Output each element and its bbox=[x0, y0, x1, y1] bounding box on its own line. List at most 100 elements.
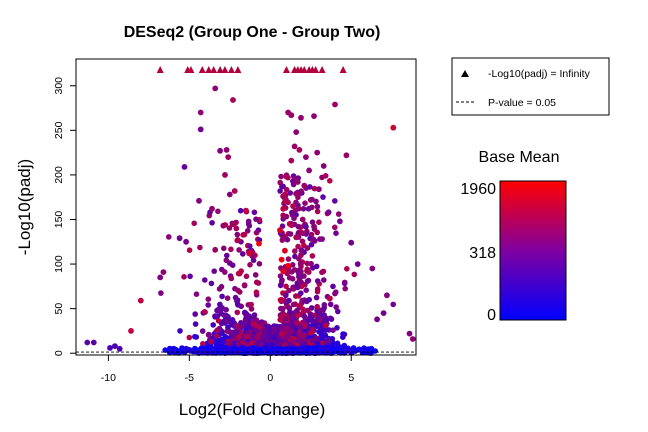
data-point bbox=[296, 147, 303, 153]
infinity-point bbox=[300, 66, 308, 73]
data-point bbox=[286, 221, 293, 227]
data-point bbox=[295, 337, 302, 344]
data-point bbox=[225, 154, 232, 161]
data-point bbox=[333, 230, 339, 236]
data-point bbox=[307, 197, 314, 203]
data-point bbox=[228, 246, 234, 253]
data-point bbox=[309, 337, 315, 344]
infinity-point bbox=[187, 66, 195, 73]
data-point bbox=[245, 302, 252, 308]
data-point bbox=[311, 185, 318, 192]
data-point bbox=[197, 244, 203, 251]
data-point bbox=[312, 238, 318, 244]
infinity-point bbox=[205, 66, 213, 73]
plot-frame bbox=[75, 58, 417, 356]
x-tick-label: 0 bbox=[267, 372, 273, 384]
data-point bbox=[211, 348, 217, 354]
data-point bbox=[205, 296, 212, 303]
data-point bbox=[301, 340, 308, 347]
data-point bbox=[302, 200, 308, 206]
legend-box: -Log10(padj) = Infinity P-value = 0.05 bbox=[451, 57, 610, 116]
data-point bbox=[218, 320, 225, 327]
data-point bbox=[332, 198, 338, 204]
data-point bbox=[286, 322, 293, 329]
data-point bbox=[256, 240, 262, 247]
data-point bbox=[213, 333, 220, 339]
data-point bbox=[288, 157, 295, 164]
triangle-marker-icon bbox=[461, 70, 469, 77]
y-tick-label: 150 bbox=[53, 211, 65, 229]
data-point bbox=[311, 223, 317, 230]
data-point bbox=[282, 341, 288, 347]
data-point bbox=[293, 293, 299, 299]
data-point bbox=[287, 309, 293, 316]
data-point bbox=[366, 350, 373, 356]
data-point bbox=[277, 282, 284, 289]
data-point bbox=[255, 339, 262, 345]
data-point bbox=[292, 248, 298, 254]
data-point bbox=[253, 289, 260, 296]
data-point bbox=[283, 283, 289, 290]
data-point bbox=[208, 338, 214, 345]
data-point bbox=[299, 238, 306, 245]
data-point bbox=[320, 163, 327, 169]
data-point bbox=[290, 203, 296, 210]
data-point bbox=[244, 341, 250, 348]
data-point bbox=[314, 208, 321, 215]
data-point bbox=[176, 235, 183, 242]
data-point bbox=[283, 292, 289, 299]
data-point bbox=[323, 322, 329, 329]
infinity-point bbox=[318, 66, 326, 73]
data-point bbox=[246, 250, 253, 257]
data-point bbox=[238, 303, 244, 310]
data-point bbox=[321, 277, 327, 283]
data-point bbox=[318, 321, 325, 328]
data-point bbox=[314, 303, 321, 310]
infinity-point bbox=[339, 66, 347, 73]
data-point bbox=[335, 211, 342, 217]
data-point bbox=[314, 336, 320, 343]
data-point bbox=[290, 181, 297, 188]
data-point bbox=[222, 172, 228, 178]
data-point bbox=[283, 325, 289, 332]
data-point bbox=[192, 321, 199, 327]
data-point bbox=[325, 338, 332, 345]
data-point bbox=[278, 256, 285, 263]
data-point bbox=[209, 220, 215, 226]
data-point bbox=[345, 347, 351, 354]
data-point bbox=[292, 207, 299, 214]
data-point bbox=[320, 194, 326, 200]
data-point bbox=[107, 345, 113, 351]
y-tick-label: 0 bbox=[53, 350, 65, 356]
color-scale-label-max: 1960 bbox=[460, 181, 496, 198]
data-point bbox=[287, 231, 294, 237]
data-point bbox=[309, 219, 316, 225]
data-point bbox=[193, 334, 200, 340]
data-point bbox=[253, 279, 260, 286]
data-point bbox=[265, 335, 271, 342]
data-point bbox=[197, 109, 204, 116]
data-point bbox=[233, 225, 240, 232]
data-point bbox=[244, 228, 251, 234]
data-point bbox=[252, 272, 259, 278]
data-point bbox=[187, 273, 193, 280]
data-point bbox=[243, 207, 249, 214]
data-point bbox=[330, 327, 336, 334]
x-tick-label: -5 bbox=[185, 372, 194, 384]
data-point bbox=[304, 278, 311, 285]
data-point bbox=[240, 251, 246, 257]
data-point bbox=[234, 322, 240, 329]
data-point bbox=[333, 304, 340, 310]
data-point bbox=[380, 310, 387, 316]
data-point bbox=[229, 262, 236, 269]
data-point bbox=[216, 306, 222, 312]
data-point bbox=[239, 350, 245, 356]
x-tick-label: -10 bbox=[101, 372, 116, 384]
data-point bbox=[212, 246, 219, 253]
infinity-point bbox=[156, 66, 164, 73]
data-point bbox=[226, 318, 233, 324]
data-point bbox=[299, 216, 306, 223]
data-point bbox=[225, 340, 231, 347]
data-point bbox=[243, 273, 250, 280]
